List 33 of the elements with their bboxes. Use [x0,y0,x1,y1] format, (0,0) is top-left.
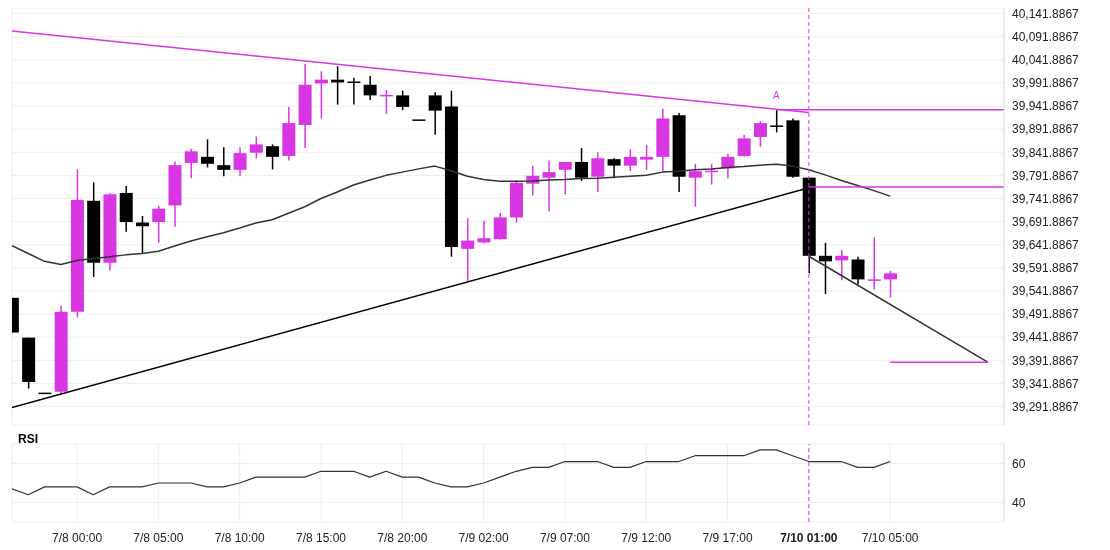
y-tick-label: 39,391.8867 [1012,353,1080,368]
annotation: A [772,90,780,102]
y-tick-label: 39,741.8867 [1012,191,1080,206]
y-tick-label: 40,141.8867 [1012,6,1080,21]
x-tick-label: 7/9 07:00 [539,531,591,545]
y-tick-label: 39,541.8867 [1012,284,1080,299]
x-tick-label: 7/8 00:00 [52,531,103,545]
x-tick-label: 7/9 17:00 [702,531,753,545]
y-tick-label: 40 [1012,495,1026,510]
y-tick-label: 39,291.8867 [1012,399,1080,414]
y-tick-label: 39,441.8867 [1012,330,1080,345]
y-tick-label: 39,891.8867 [1012,122,1080,137]
x-tick-label: 7/10 05:00 [861,531,919,545]
x-tick-label: 7/8 20:00 [377,531,428,545]
x-tick-label: 7/8 15:00 [295,531,347,545]
x-tick-label: 7/8 10:00 [214,531,266,545]
chart-title: RSI [18,432,39,446]
x-tick-label: 7/9 02:00 [458,531,509,545]
y-tick-label: 39,991.8867 [1012,76,1080,91]
y-tick-label: 39,691.8867 [1012,214,1080,229]
y-tick-label: 39,941.8867 [1012,99,1080,114]
y-tick-label: 39,591.8867 [1012,261,1080,276]
y-tick-label: 60 [1012,456,1026,471]
y-tick-label: 40,091.8867 [1012,29,1080,44]
y-tick-label: 40,041.8867 [1012,53,1080,68]
x-tick-label: 7/10 01:00 [780,531,838,545]
y-tick-label: 39,791.8867 [1012,168,1080,183]
y-tick-label: 39,641.8867 [1012,238,1080,253]
y-tick-label: 39,491.8867 [1012,307,1080,322]
x-tick-label: 7/8 05:00 [133,531,184,545]
y-tick-label: 39,341.8867 [1012,376,1080,391]
y-tick-label: 39,841.8867 [1012,145,1080,160]
x-tick-label: 7/9 12:00 [621,531,672,545]
